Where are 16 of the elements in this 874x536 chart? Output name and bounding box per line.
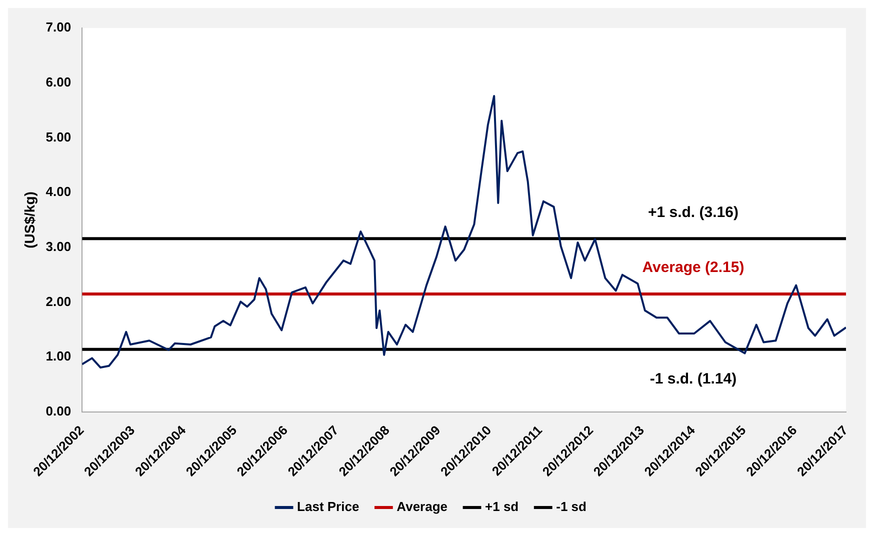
y-tick-label: 4.00 [46,184,72,200]
legend-label: +1 sd [485,499,519,514]
y-tick-label: 1.00 [46,348,72,364]
legend-label: Last Price [297,499,360,514]
y-tick-label: 2.00 [46,294,72,309]
annotation: +1 s.d. (3.16) [648,204,738,221]
y-axis-title: (US$/kg) [21,192,38,248]
y-tick-label: 0.00 [46,404,72,419]
annotation: Average (2.15) [642,259,744,276]
y-tick-label: 6.00 [46,74,72,90]
legend-label: -1 sd [556,499,587,514]
y-tick-label: 3.00 [46,238,72,254]
legend-label: Average [396,499,448,514]
y-tick-label: 5.00 [46,129,72,144]
y-tick-label: 7.00 [46,20,72,35]
annotation: -1 s.d. (1.14) [650,370,737,388]
